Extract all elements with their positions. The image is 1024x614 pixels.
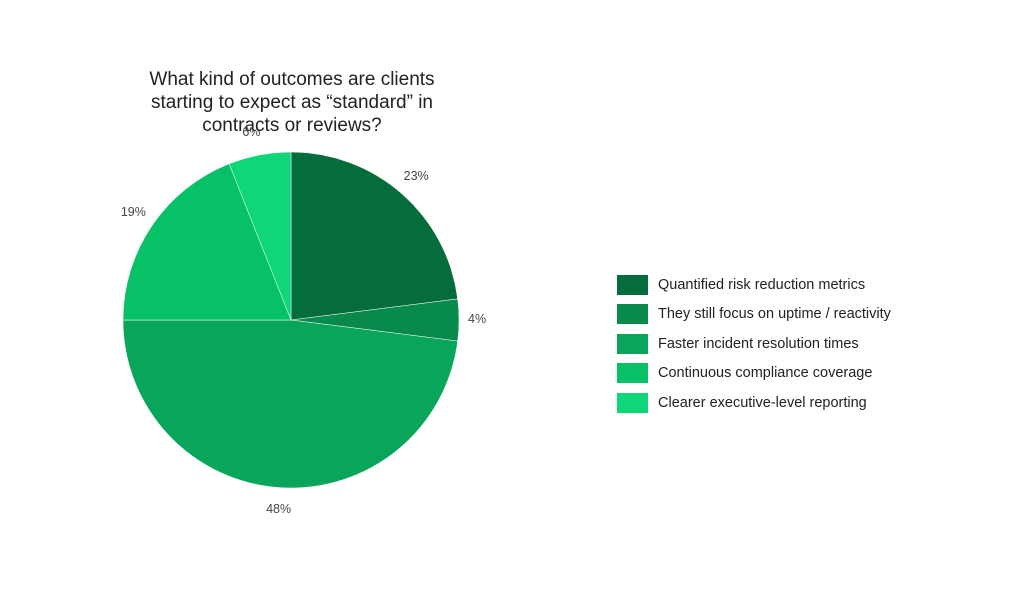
legend-item: They still focus on uptime / reactivity bbox=[617, 300, 891, 330]
slice-label: 48% bbox=[266, 501, 292, 516]
legend-swatch bbox=[617, 304, 648, 325]
slice-label: 6% bbox=[242, 125, 261, 140]
legend-item: Continuous compliance coverage bbox=[617, 359, 891, 389]
pie-slice bbox=[122, 163, 292, 321]
legend-label: Faster incident resolution times bbox=[658, 335, 859, 352]
legend-label: Clearer executive-level reporting bbox=[658, 394, 867, 411]
slice-label: 19% bbox=[120, 205, 146, 220]
pie-slice bbox=[122, 319, 458, 489]
slice-label: 4% bbox=[468, 312, 487, 326]
pie-slice bbox=[290, 151, 458, 321]
slice-label: 23% bbox=[403, 169, 429, 184]
legend-swatch bbox=[617, 392, 648, 413]
legend-swatch bbox=[617, 333, 648, 354]
chart-title: What kind of outcomes are clients starti… bbox=[149, 69, 435, 136]
legend-label: Continuous compliance coverage bbox=[658, 365, 873, 382]
legend-item: Faster incident resolution times bbox=[617, 329, 891, 359]
legend-label: Quantified risk reduction metrics bbox=[658, 276, 866, 293]
pie-slice bbox=[228, 151, 292, 321]
legend-item: Clearer executive-level reporting bbox=[617, 388, 891, 418]
legend: Quantified risk reduction metrics They st… bbox=[617, 270, 891, 418]
legend-swatch bbox=[617, 274, 648, 295]
legend-item: Quantified risk reduction metrics bbox=[617, 270, 891, 300]
legend-label: They still focus on uptime / reactivity bbox=[658, 306, 891, 323]
legend-swatch bbox=[617, 363, 648, 384]
